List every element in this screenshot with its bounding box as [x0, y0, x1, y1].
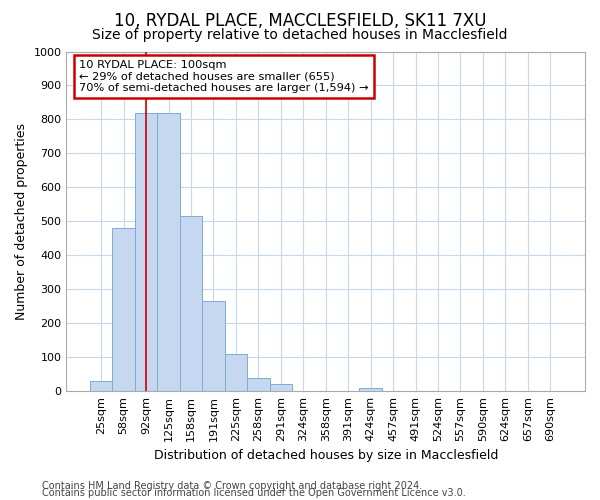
Bar: [202, 301, 224, 391]
X-axis label: Distribution of detached houses by size in Macclesfield: Distribution of detached houses by size …: [154, 450, 498, 462]
Text: Contains public sector information licensed under the Open Government Licence v3: Contains public sector information licen…: [42, 488, 466, 498]
Bar: [359, 388, 382, 391]
Bar: [90, 381, 112, 391]
Y-axis label: Number of detached properties: Number of detached properties: [15, 123, 28, 320]
Bar: [112, 228, 135, 391]
Text: Contains HM Land Registry data © Crown copyright and database right 2024.: Contains HM Land Registry data © Crown c…: [42, 481, 422, 491]
Bar: [247, 378, 269, 391]
Bar: [157, 112, 180, 391]
Bar: [224, 354, 247, 391]
Bar: [180, 216, 202, 391]
Bar: [269, 384, 292, 391]
Text: Size of property relative to detached houses in Macclesfield: Size of property relative to detached ho…: [92, 28, 508, 42]
Bar: [135, 112, 157, 391]
Text: 10 RYDAL PLACE: 100sqm
← 29% of detached houses are smaller (655)
70% of semi-de: 10 RYDAL PLACE: 100sqm ← 29% of detached…: [79, 60, 369, 93]
Text: 10, RYDAL PLACE, MACCLESFIELD, SK11 7XU: 10, RYDAL PLACE, MACCLESFIELD, SK11 7XU: [114, 12, 486, 30]
